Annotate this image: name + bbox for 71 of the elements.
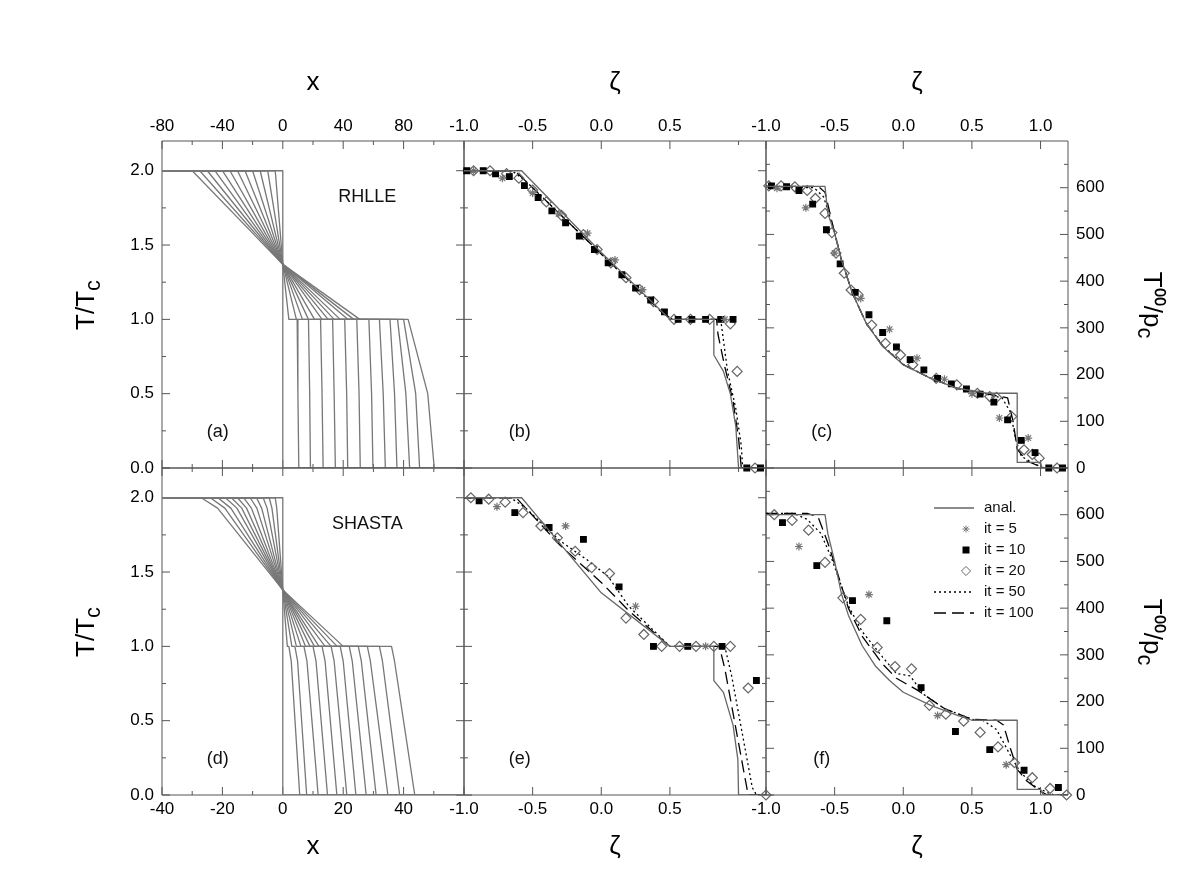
legend-label: it = 100 <box>984 603 1034 621</box>
x-tick-label: 0.5 <box>960 116 984 136</box>
x-tick-label: 0.0 <box>589 116 614 136</box>
legend-label: anal. <box>984 498 1017 516</box>
y-tick-label: 1.5 <box>130 561 154 581</box>
y-tick-label: 300 <box>1076 317 1105 337</box>
y-tick-label: 1.5 <box>130 234 154 254</box>
x-tick-label: 0.5 <box>658 798 682 818</box>
x-tick-label: -80 <box>149 116 175 136</box>
annotation: SHASTA <box>332 512 403 533</box>
annotation: (d) <box>206 748 229 768</box>
y-tick-label: 1.0 <box>130 636 154 656</box>
y-tick-label: 100 <box>1076 737 1105 757</box>
legend-label: it = 10 <box>984 540 1026 558</box>
y-tick-label: 0.0 <box>130 784 154 804</box>
x-axis-title: ζ <box>910 65 924 98</box>
y-tick-label: 600 <box>1076 504 1105 524</box>
x-tick-label: -0.5 <box>819 116 850 136</box>
y-tick-label: 300 <box>1076 644 1105 664</box>
y-tick-label: 0.5 <box>130 383 154 403</box>
y-tick-label: 200 <box>1076 364 1105 384</box>
y-tick-label: 0 <box>1076 784 1086 804</box>
annotation: (a) <box>206 421 229 441</box>
x-tick-label: 1.0 <box>1028 798 1053 818</box>
annotation: (f) <box>813 748 831 768</box>
x-axis-title: x <box>305 829 321 862</box>
x-tick-label: -20 <box>210 798 235 818</box>
x-tick-label: -0.5 <box>517 116 548 136</box>
x-tick-label: 0.0 <box>589 798 614 818</box>
x-tick-label: 0.0 <box>891 116 916 136</box>
y-tick-label: 200 <box>1076 691 1105 711</box>
y-tick-label: 400 <box>1076 597 1105 617</box>
y-tick-label: 500 <box>1076 224 1105 244</box>
x-tick-label: 40 <box>394 798 414 818</box>
x-tick-label: -1.0 <box>751 798 781 818</box>
x-tick-label: -0.5 <box>819 798 850 818</box>
y-tick-label: 2.0 <box>130 160 154 180</box>
annotation: (b) <box>508 421 531 441</box>
legend-label: it = 5 <box>984 519 1017 537</box>
legend-label: it = 50 <box>984 582 1026 600</box>
annotation: RHLLE <box>338 185 397 206</box>
x-axis-title: x <box>305 65 321 98</box>
annotation: (e) <box>508 748 531 768</box>
y-tick-label: 2.0 <box>130 487 154 507</box>
x-axis-title: ζ <box>608 65 622 98</box>
y-tick-label: 1.0 <box>130 309 154 329</box>
x-tick-label: 0.5 <box>960 798 984 818</box>
y-tick-label: 0.5 <box>130 710 154 730</box>
x-tick-label: 40 <box>333 116 353 136</box>
x-axis-title: ζ <box>608 829 622 862</box>
x-axis-title: ζ <box>910 829 924 862</box>
legend-label: it = 20 <box>984 561 1026 579</box>
x-tick-label: 0.0 <box>891 798 916 818</box>
y-tick-label: 100 <box>1076 410 1105 430</box>
y-tick-label: 0 <box>1076 457 1086 477</box>
y-tick-label: 400 <box>1076 270 1105 290</box>
x-tick-label: -40 <box>210 116 235 136</box>
y-tick-label: 600 <box>1076 177 1105 197</box>
x-tick-label: 0.5 <box>658 116 682 136</box>
annotation: (c) <box>811 421 833 441</box>
x-tick-label: 1.0 <box>1028 116 1053 136</box>
x-tick-label: 20 <box>333 798 353 818</box>
x-tick-label: -1.0 <box>751 116 781 136</box>
x-tick-label: 0 <box>278 798 288 818</box>
x-tick-label: 80 <box>394 116 414 136</box>
x-tick-label: -1.0 <box>449 798 479 818</box>
y-tick-label: 0.0 <box>130 457 154 477</box>
x-tick-label: -1.0 <box>449 116 479 136</box>
x-tick-label: -0.5 <box>517 798 548 818</box>
y-tick-label: 500 <box>1076 551 1105 571</box>
x-tick-label: 0 <box>278 116 288 136</box>
